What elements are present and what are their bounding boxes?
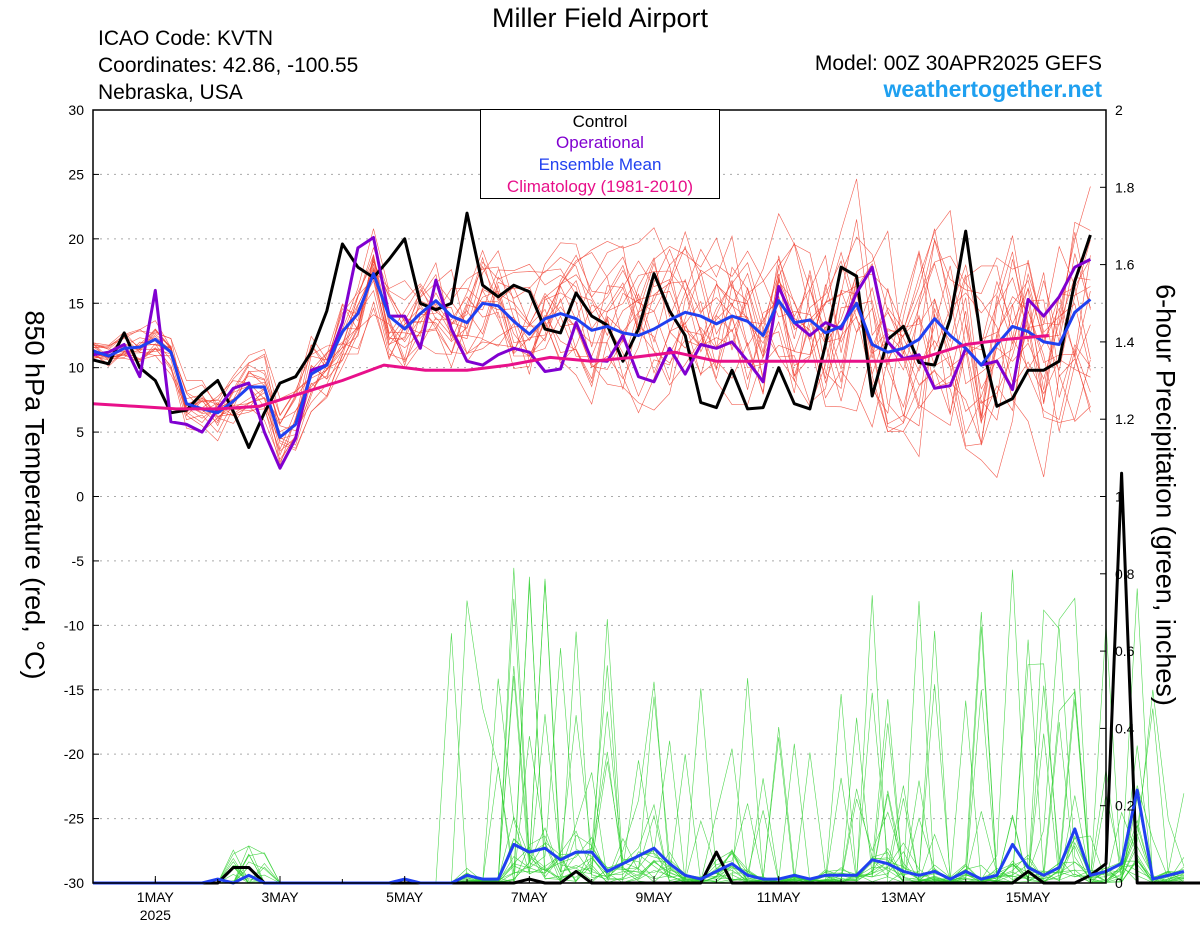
x-tick-label: 5MAY [386,889,424,905]
x-tick-label: 9MAY [635,889,673,905]
model-run: Model: 00Z 30APR2025 GEFS [814,52,1102,75]
ensemble-member-precip-line [93,626,1184,884]
y2-tick-label: 2 [1115,102,1123,118]
ensemble-member-precip-line [93,597,1184,884]
ensemble-member-temp-line [92,209,1091,478]
chart-title: Miller Field Airport [491,3,709,33]
ensemble-member-precip-line [93,576,1184,884]
ensemble-member-precip-line [93,609,1184,884]
ensemble-mean-temp-line [92,272,1092,439]
y-tick-label: -5 [72,553,85,569]
x-tick-sublabel: 2025 [140,907,171,923]
y-tick-label: -15 [64,682,84,698]
y2-tick-label: 1.8 [1115,179,1135,195]
y-tick-label: 20 [68,231,84,247]
ensemble-member-precip-line [93,601,1185,884]
x-tick-label: 7MAY [511,889,549,905]
y-tick-label: -20 [64,746,84,762]
x-tick-label: 13MAY [881,889,927,905]
climatology-line [92,334,1050,411]
icao-code: ICAO Code: KVTN [98,27,274,50]
ensemble-member-precip-line [93,598,1185,884]
ensemble-member-precip-line [93,611,1184,884]
legend-climatology: Climatology (1981-2010) [506,177,694,196]
legend-control: Control [572,112,628,131]
y2-tick-label: 1 [1115,489,1123,505]
ensemble-member-precip-line [93,663,1185,884]
y-axis-label-right: 6-hour Precipitation (green, inches) [1150,284,1181,706]
x-tick-label: 11MAY [757,889,801,905]
ensemble-member-precip-line [93,581,1184,884]
ensemble-member-temp-line [92,178,1091,452]
x-tick-label: 1MAY [137,889,175,905]
y-tick-label: -30 [64,875,84,891]
y-tick-label: 25 [68,166,84,182]
y-tick-label: -10 [64,617,84,633]
ensemble-member-temp-line [92,255,1091,449]
y-tick-label: 5 [76,424,84,440]
ensemble-member-precip-line [93,793,1185,884]
y-axis-label-left: 850 hPa Temperature (red, °C) [19,310,50,680]
y-tick-label: 0 [76,489,84,505]
control-precip-line [93,471,1200,885]
y2-tick-label: 0.4 [1115,720,1135,736]
coordinates: Coordinates: 42.86, -100.55 [98,54,359,77]
y2-tick-label: 1.6 [1115,257,1135,273]
ensemble-member-temp-line [92,228,1091,420]
ensemble-member-temp-line [92,255,1091,451]
y2-tick-label: 0 [1115,875,1123,891]
ensemble-member-temp-line [92,236,1091,479]
ensemble-member-precip-line [93,578,1184,884]
y-tick-label: 10 [68,360,84,376]
y2-tick-label: 0.2 [1115,798,1135,814]
legend: Control Operational Ensemble Mean Climat… [480,109,720,199]
y2-tick-label: 1.4 [1115,334,1135,350]
y-tick-label: -25 [64,811,84,827]
ensemble-member-precip-line [93,681,1184,884]
ensemble-member-precip-line [93,588,1184,884]
y-tick-label: 30 [68,102,84,118]
y2-tick-label: 0.8 [1115,566,1135,582]
x-tick-label: 15MAY [1006,889,1052,905]
y2-tick-label: 0.6 [1115,643,1135,659]
y-tick-label: 15 [68,295,84,311]
y2-tick-label: 1.2 [1115,411,1135,427]
website-link[interactable]: weathertogether.net [883,76,1102,102]
ensemble-member-temp-line [92,232,1091,458]
legend-operational: Operational [556,133,644,152]
location: Nebraska, USA [98,81,243,104]
ensemble-member-precip-line [93,583,1185,884]
legend-ensemble-mean: Ensemble Mean [538,155,662,174]
ensemble-member-temp-line [92,255,1091,432]
x-tick-label: 3MAY [261,889,299,905]
ensemble-member-temp-line [92,212,1091,438]
ensemble-member-precip-line [93,569,1184,884]
